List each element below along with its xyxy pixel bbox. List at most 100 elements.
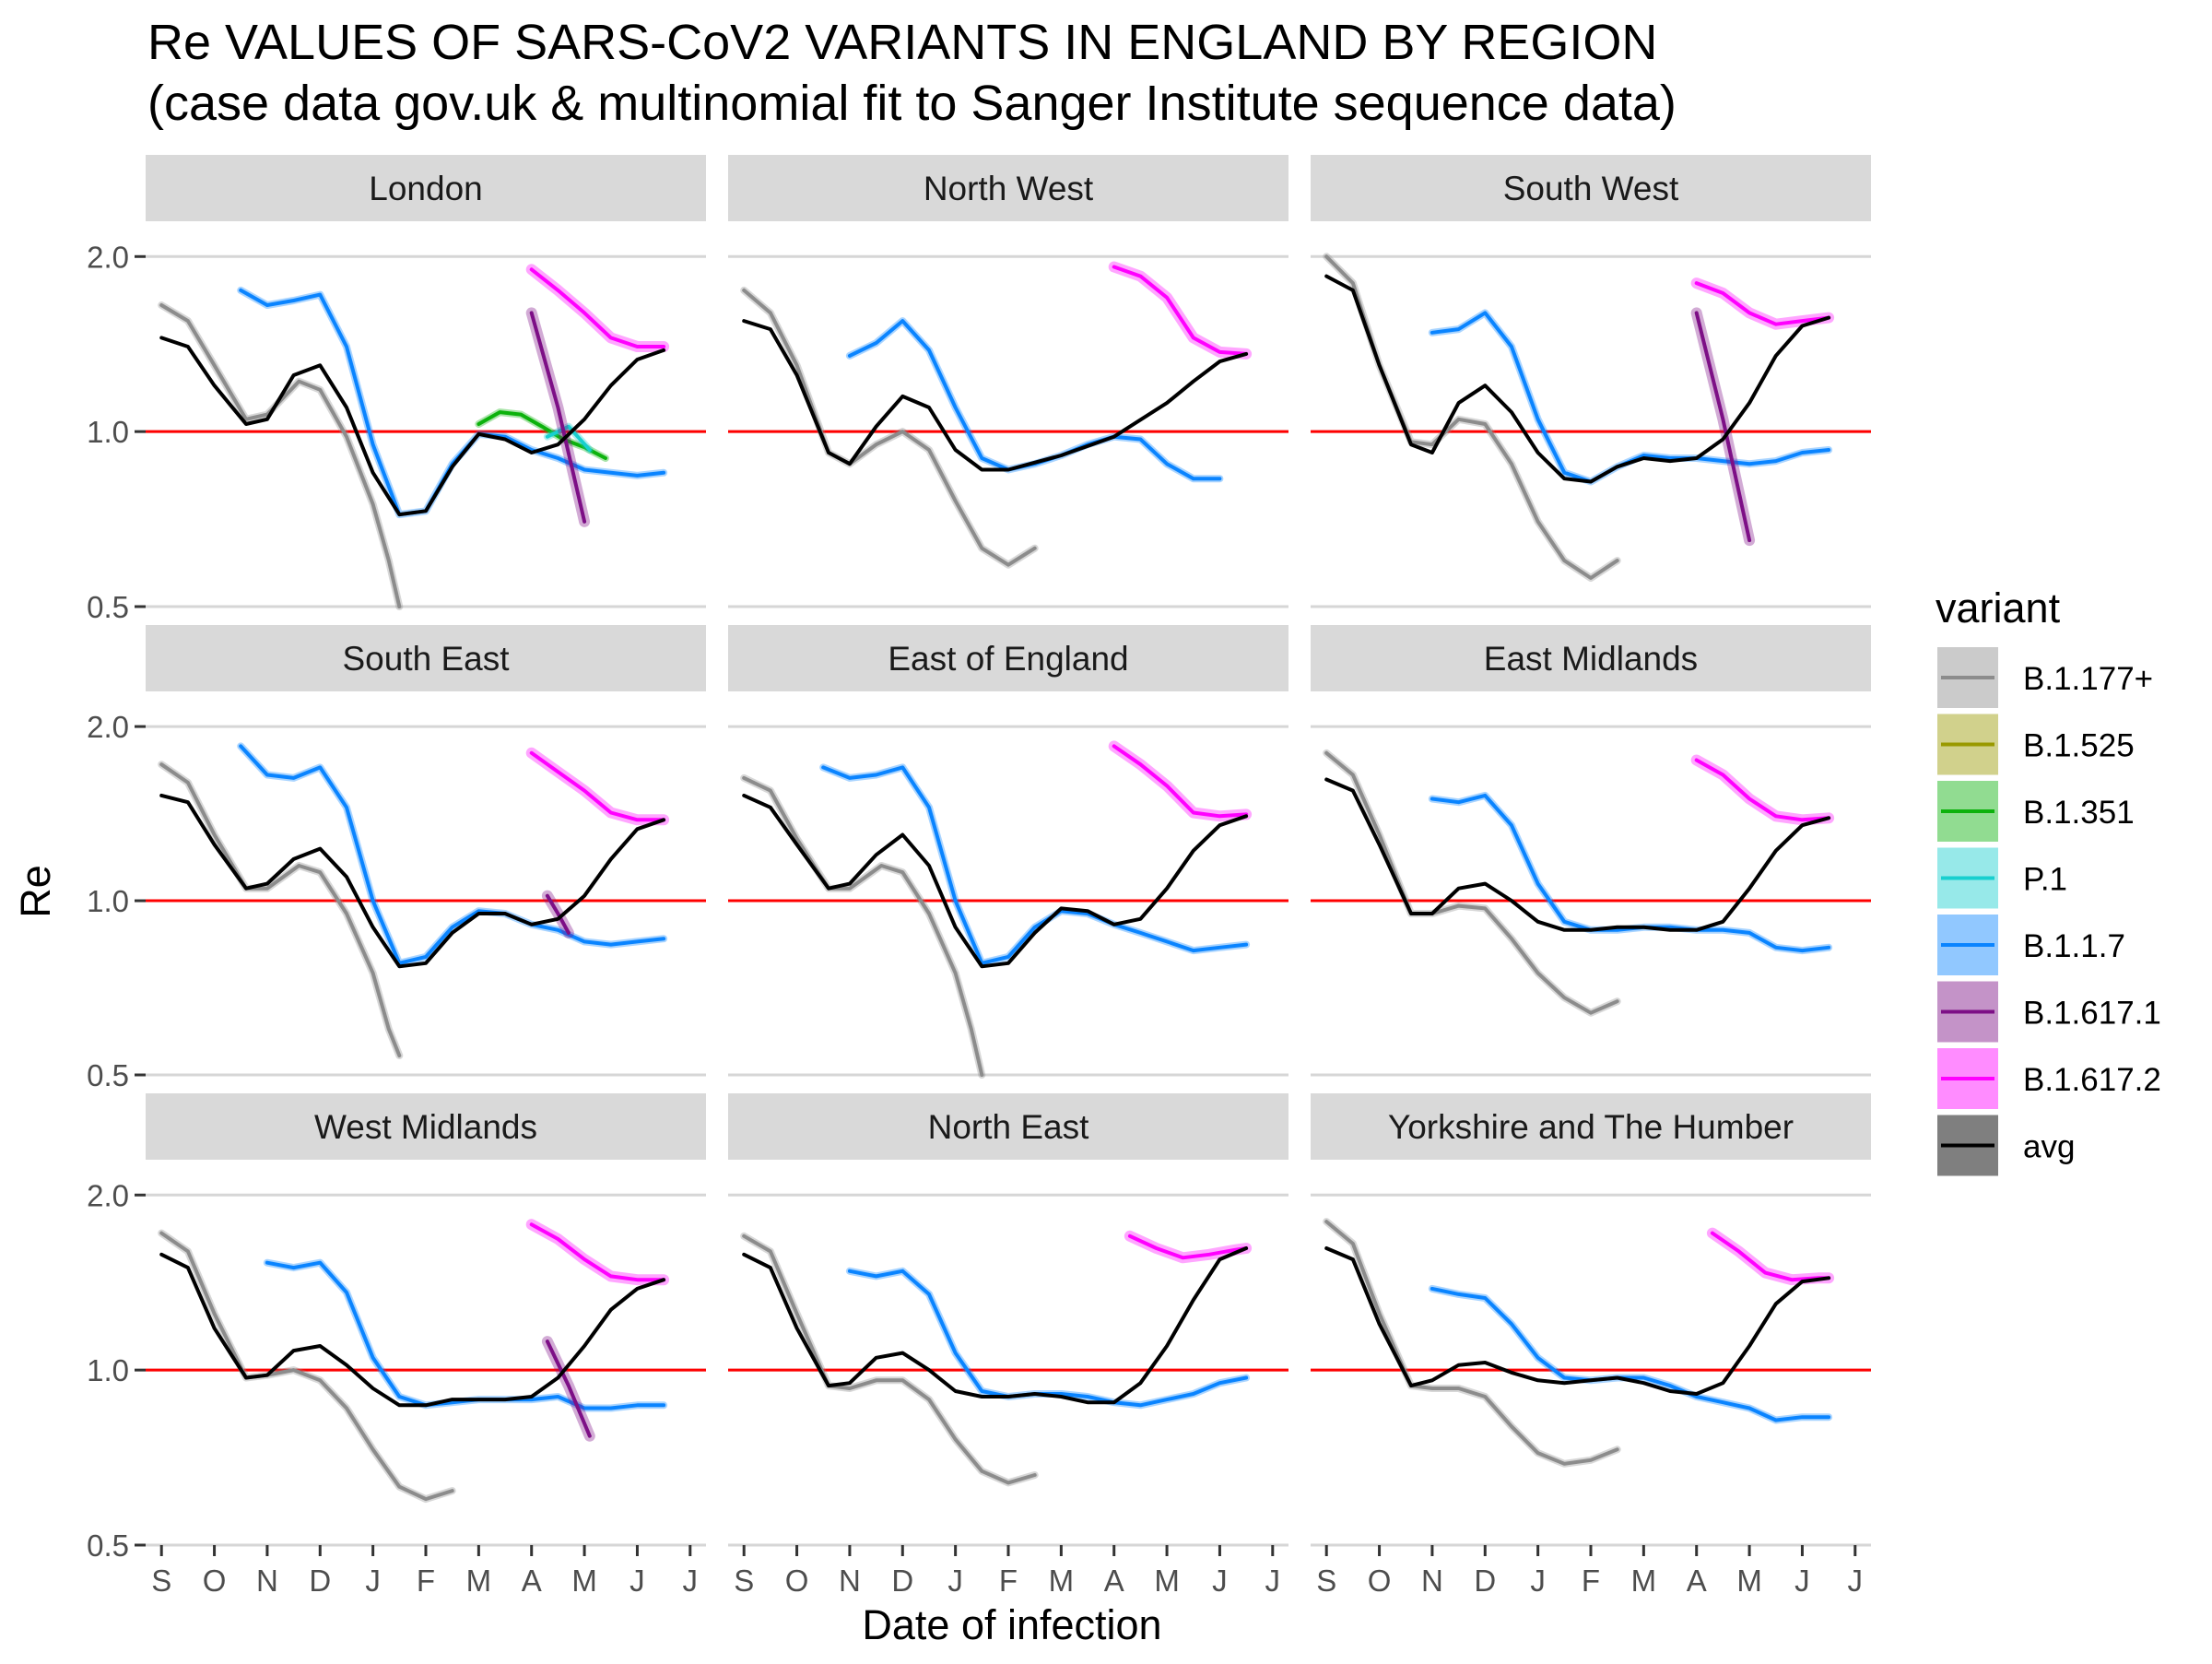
x-tick-label: J (1265, 1564, 1281, 1598)
x-tick-label: M (1631, 1564, 1657, 1598)
x-tick-label: D (891, 1564, 913, 1598)
series-avg-east-midlands (1324, 777, 1831, 932)
y-tick-label: 0.5 (87, 1058, 129, 1092)
strip-west-midlands (146, 1093, 706, 1160)
x-tick-label: F (417, 1564, 435, 1598)
series-b-1-617-2-north-west (1112, 265, 1249, 356)
strip-label-east-midlands: East Midlands (1484, 640, 1698, 678)
series-avg-south-west (1324, 274, 1831, 484)
series-b-1-177-north-west (742, 288, 1037, 567)
strip-london (146, 155, 706, 221)
ci-band-b-1-177 (1323, 1218, 1621, 1468)
series-avg-yorkshire-and-the-humber (1324, 1246, 1831, 1396)
strip-east-of-england (728, 625, 1288, 691)
strip-label-west-midlands: West Midlands (314, 1108, 537, 1146)
series-b-1-617-1-south-west (1694, 311, 1752, 543)
x-tick-label: N (839, 1564, 861, 1598)
legend: variant B.1.177+ B.1.525 B.1.351 P.1 B.1.1.7… (1936, 584, 2161, 1176)
ci-band-b-1-617-2 (525, 1219, 670, 1286)
strip-label-south-east: South East (342, 640, 510, 678)
series-b-1-1-7-south-west (1430, 311, 1831, 484)
strip-label-london: London (369, 170, 482, 207)
series-avg-west-midlands (159, 1252, 666, 1408)
ci-band-b-1-1-7 (1428, 309, 1833, 486)
x-tick-label: O (785, 1564, 809, 1598)
legend-item-p-1: P.1 (1937, 847, 2067, 909)
series-b-1-617-2-london (529, 267, 666, 348)
y-tick-label: 2.0 (87, 240, 129, 274)
x-tick-label: S (151, 1564, 171, 1598)
x-tick-label: F (1582, 1564, 1600, 1598)
series-b-1-617-1-west-midlands (545, 1339, 592, 1438)
legend-label: avg (2023, 1129, 2075, 1165)
legend-label: B.1.1.7 (2023, 928, 2125, 964)
series-b-1-177-east-midlands (1324, 750, 1619, 1015)
x-tick-label: M (1736, 1564, 1762, 1598)
ci-band-b-1-177 (1323, 749, 1621, 1017)
x-tick-label: J (947, 1564, 963, 1598)
x-tick-label: J (1848, 1564, 1864, 1598)
x-tick-label: D (1474, 1564, 1496, 1598)
y-tick-label: 2.0 (87, 710, 129, 744)
panel-south-east: South East 0.5 1.0 2.0 (87, 625, 706, 1092)
series-b-1-1-7-east-of-england (821, 765, 1249, 965)
x-tick-label: D (309, 1564, 331, 1598)
legend-label: B.1.525 (2023, 728, 2135, 764)
legend-label: B.1.351 (2023, 795, 2135, 831)
strip-label-south-west: South West (1503, 170, 1679, 207)
ci-band-b-1-177 (1323, 253, 1621, 582)
legend-label: B.1.617.1 (2023, 996, 2161, 1032)
series-avg-london (159, 336, 666, 517)
series-b-1-617-2-east-midlands (1694, 758, 1831, 822)
strip-south-east (146, 625, 706, 691)
series-b-1-177-west-midlands (159, 1231, 454, 1502)
strip-north-west (728, 155, 1288, 221)
x-tick-label: M (571, 1564, 597, 1598)
y-tick-label: 2.0 (87, 1178, 129, 1212)
strip-label-north-west: North West (924, 170, 1094, 207)
legend-item-avg: avg (1937, 1115, 2075, 1176)
series-b-1-351-london (477, 410, 607, 460)
ci-band-b-1-617-2 (1108, 740, 1253, 822)
x-tick-label: N (1421, 1564, 1443, 1598)
legend-item-b-1-617-1: B.1.617.1 (1937, 981, 2161, 1043)
legend-label: P.1 (2023, 862, 2067, 898)
chart-subtitle: (case data gov.uk & multinomial fit to S… (147, 76, 1677, 131)
series-b-1-617-1-south-east (545, 893, 571, 935)
x-tick-label: S (1316, 1564, 1336, 1598)
facet-panels: London 0.5 1.0 2.0 North West South West South… (87, 155, 1871, 1598)
strip-label-east-of-england: East of England (888, 640, 1128, 678)
series-b-1-617-2-east-of-england (1112, 744, 1249, 819)
x-tick-label: J (365, 1564, 381, 1598)
ci-band-b-1-177 (158, 1229, 456, 1504)
x-tick-label: S (734, 1564, 754, 1598)
x-tick-label: M (466, 1564, 492, 1598)
y-tick-label: 0.5 (87, 1528, 129, 1563)
legend-item-b-1-525: B.1.525 (1937, 714, 2135, 775)
ci-band-b-1-617-2 (525, 747, 670, 826)
series-b-1-177-north-east (742, 1233, 1037, 1485)
x-tick-label: J (1794, 1564, 1810, 1598)
x-tick-label: M (1049, 1564, 1075, 1598)
panel-east-of-england: East of England (728, 625, 1288, 1079)
panel-north-west: North West (728, 155, 1288, 608)
series-avg-east-of-england (742, 793, 1249, 969)
strip-yorkshire-and-the-humber (1311, 1093, 1871, 1160)
legend-item-b-1-1-7: B.1.1.7 (1937, 915, 2125, 975)
ci-band-b-1-617-2 (525, 264, 670, 352)
strip-north-east (728, 1093, 1288, 1160)
x-tick-label: O (203, 1564, 227, 1598)
x-tick-label: A (522, 1564, 542, 1598)
series-avg-north-east (742, 1246, 1249, 1405)
series-b-1-617-2-west-midlands (529, 1222, 666, 1282)
y-tick-label: 1.0 (87, 884, 129, 918)
x-axis-title: Date of infection (862, 1601, 1161, 1648)
series-avg-north-west (742, 319, 1249, 472)
series-avg-south-east (159, 793, 666, 969)
series-b-1-617-1-london (529, 311, 587, 524)
